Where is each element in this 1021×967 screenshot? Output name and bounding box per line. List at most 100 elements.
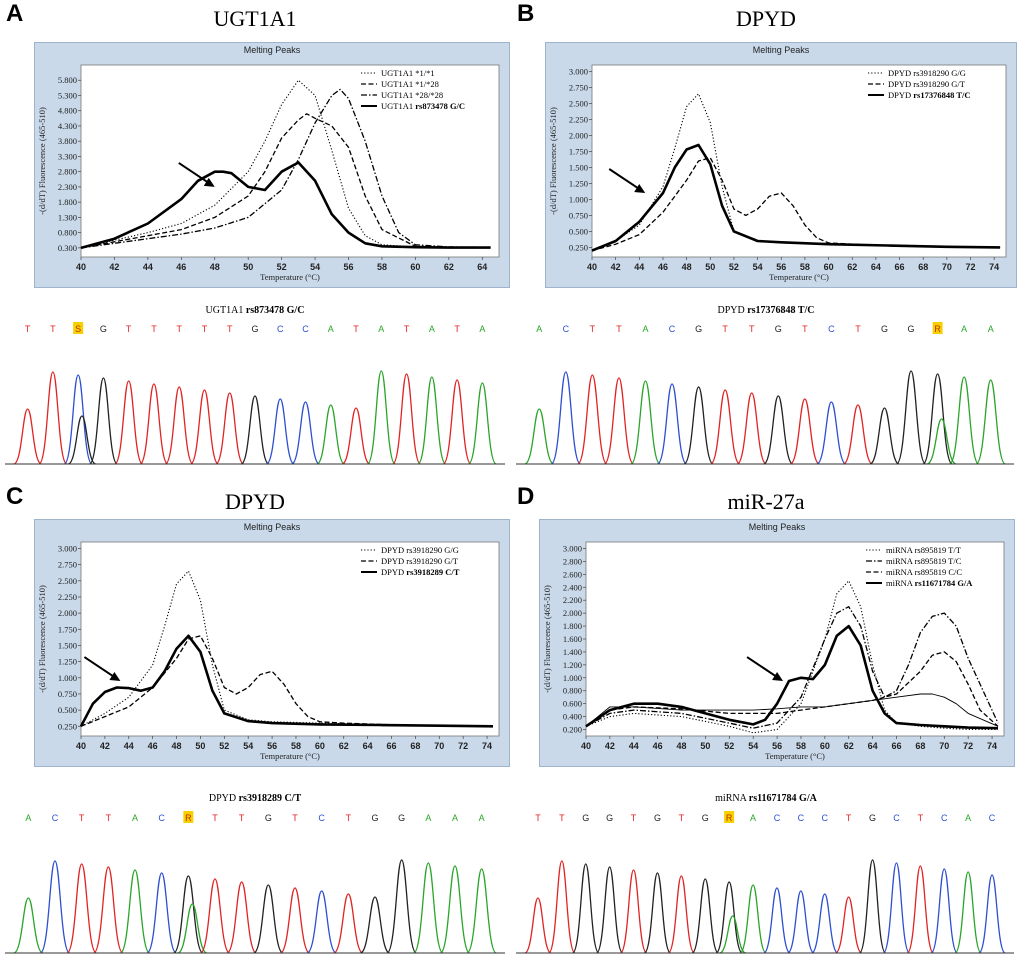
x-tick-label: 60 [410, 262, 420, 272]
base-call: G [908, 324, 915, 334]
legend-entry: miRNA rs895819 T/T [886, 545, 962, 555]
x-tick-label: 62 [844, 741, 854, 751]
trace-peak [199, 878, 231, 954]
trace-peak [869, 407, 900, 465]
base-call: T [679, 813, 685, 823]
trace-peak [595, 866, 624, 954]
seq-label-d: miRNA rs11671784 G/A [715, 793, 817, 804]
y-tick-label: 2.500 [58, 576, 77, 586]
trace-peak [240, 395, 270, 465]
seq-label-c: DPYD rs3918289 C/T [208, 793, 302, 804]
base-highlight [183, 811, 194, 823]
arrow-shaft [178, 162, 213, 186]
base-highlight [932, 322, 943, 334]
y-tick-label: 1.500 [58, 640, 77, 650]
base-call: A [750, 813, 756, 823]
base-call: T [79, 813, 85, 823]
base-call: C [822, 813, 829, 823]
x-tick-label: 60 [824, 262, 834, 272]
trace-peak [930, 868, 959, 954]
base-call: A [988, 324, 994, 334]
x-tick-label: 70 [939, 741, 949, 751]
x-tick-label: 50 [243, 262, 253, 272]
y-tick-label: 0.300 [58, 243, 77, 253]
base-call: T [346, 813, 352, 823]
x-tick-label: 62 [444, 262, 454, 272]
base-call: T [846, 813, 852, 823]
trace-peak [173, 875, 204, 954]
base-call: T [202, 324, 208, 334]
x-tick-label: 40 [76, 741, 86, 751]
legend-entry: UGT1A1 rs873478 G/C [381, 101, 465, 111]
plot-area [80, 64, 500, 258]
x-tick-label: 48 [677, 741, 687, 751]
trace-peak [177, 903, 208, 954]
x-tick-label: 42 [605, 741, 615, 751]
x-tick-label: 42 [611, 262, 621, 272]
base-call: A [479, 324, 485, 334]
trace-peak [842, 404, 874, 465]
base-call: G [654, 813, 661, 823]
y-tick-label: 1.000 [58, 673, 77, 683]
base-call: T [176, 324, 182, 334]
x-tick-label: 54 [243, 741, 253, 751]
base-call: G [702, 813, 709, 823]
trace-peak [253, 884, 284, 954]
trace-peak [215, 392, 245, 465]
base-call: A [642, 324, 648, 334]
base-call: A [479, 813, 485, 823]
y-tick-label: 2.000 [563, 608, 582, 618]
seq-label-b: DPYD rs17376848 T/C [717, 305, 815, 316]
legend-entry: miRNA rs895819 T/C [886, 556, 962, 566]
y-tick-label: 3.300 [58, 151, 77, 161]
y-tick-label: 0.250 [58, 721, 77, 731]
base-call: T [855, 324, 861, 334]
base-call: G [869, 813, 876, 823]
y-tick-label: 2.250 [58, 592, 77, 602]
trace-peak [906, 865, 935, 954]
melting-title-b: Melting Peaks [752, 45, 810, 55]
trace-peak [763, 887, 791, 954]
x-tick-label: 72 [966, 262, 976, 272]
x-tick-label: 64 [363, 741, 373, 751]
trace-peak [226, 881, 257, 954]
trace-peak [810, 893, 839, 954]
base-call: A [452, 813, 458, 823]
base-call: R [185, 813, 192, 823]
panel-letter-c: C [6, 483, 24, 510]
trace-peak [66, 863, 97, 954]
arrow-head [634, 184, 646, 193]
y-tick-label: 2.000 [569, 130, 588, 140]
y-axis-label: -(d/dT) Fluorescence (465-510) [37, 585, 47, 693]
x-tick-label: 54 [753, 262, 763, 272]
base-call: G [100, 324, 107, 334]
y-tick-label: 1.250 [58, 657, 77, 667]
base-call: A [25, 813, 31, 823]
x-tick-label: 60 [315, 741, 325, 751]
trace-peak [882, 862, 911, 954]
trace-peak [386, 859, 417, 954]
melting-title-d: Melting Peaks [748, 522, 806, 532]
base-call: G [695, 324, 702, 334]
melting-plot-c: 40 42 44 46 48 50 52 54 56 58 60 62 64 66 68 70 72 74 0.25… [37, 541, 500, 761]
x-tick-label: 46 [653, 741, 663, 751]
legend-entry: miRNA rs895819 C/C [886, 567, 962, 577]
base-call: C [277, 324, 284, 334]
panel-letter-d: D [517, 483, 535, 510]
trace-peak [146, 872, 177, 954]
series-line [79, 634, 494, 728]
y-tick-label: 1.600 [563, 634, 582, 644]
y-tick-label: 2.750 [569, 82, 588, 92]
series-line [585, 693, 999, 727]
trace-peak [306, 890, 337, 954]
y-tick-label: 1.800 [563, 621, 582, 631]
y-tick-label: 4.800 [58, 106, 77, 116]
y-tick-label: 1.200 [563, 660, 582, 670]
trace-peak [13, 897, 44, 954]
x-tick-label: 74 [989, 262, 999, 272]
x-tick-label: 62 [847, 262, 857, 272]
x-tick-label: 64 [868, 741, 878, 751]
arrow-head [772, 672, 784, 682]
trace-peak [922, 373, 953, 465]
